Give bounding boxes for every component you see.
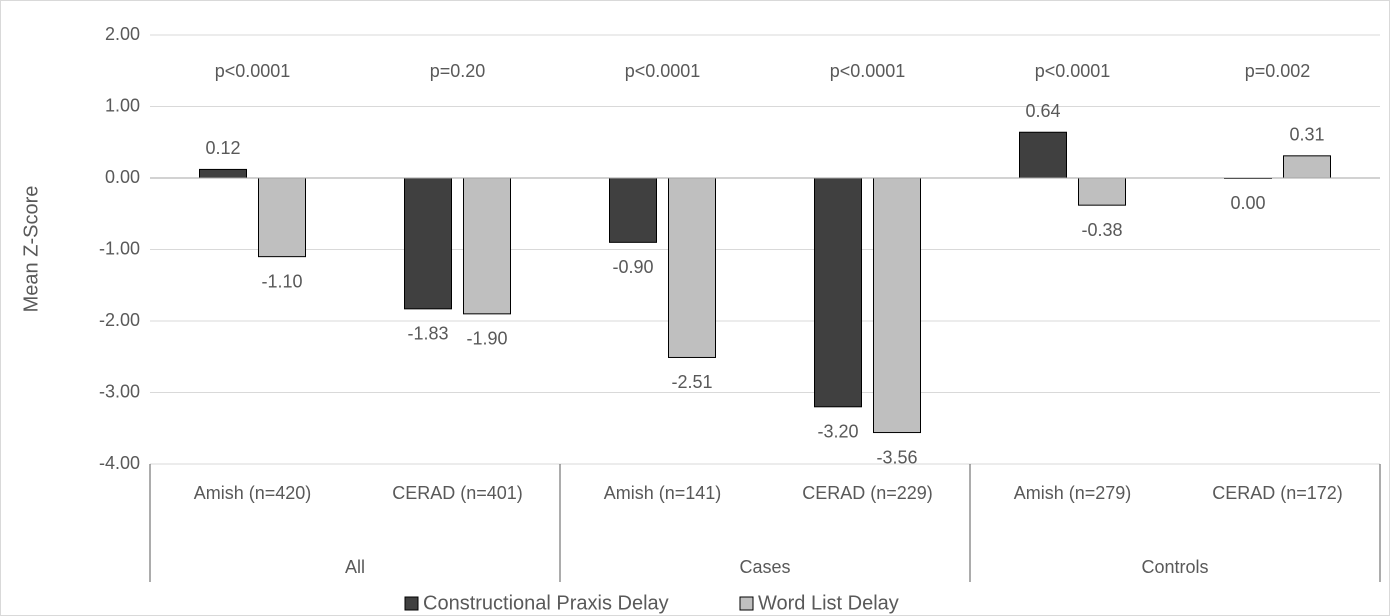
y-tick-label: 1.00 <box>105 95 140 115</box>
data-label: 0.31 <box>1289 125 1324 145</box>
y-tick-label: 0.00 <box>105 167 140 187</box>
bar <box>609 177 657 243</box>
group-label: All <box>345 557 365 577</box>
x-tick-label: Amish (n=420) <box>194 483 312 503</box>
bar <box>668 177 716 358</box>
data-label: 0.12 <box>205 138 240 158</box>
data-label: 0.00 <box>1230 193 1265 213</box>
annotation: p<0.0001 <box>625 61 701 81</box>
annotation: p<0.0001 <box>830 61 906 81</box>
data-label: -3.56 <box>876 447 917 467</box>
group-label: Controls <box>1141 557 1208 577</box>
legend-label: Constructional Praxis Delay <box>423 592 669 614</box>
data-label: -1.83 <box>407 324 448 344</box>
legend-swatch <box>404 596 419 611</box>
data-label: -1.90 <box>466 329 507 349</box>
annotation: p<0.0001 <box>215 61 291 81</box>
bar <box>404 177 452 310</box>
y-tick-label: -2.00 <box>99 310 140 330</box>
group-label: Cases <box>739 557 790 577</box>
data-label: -0.90 <box>612 257 653 277</box>
annotation: p<0.0001 <box>1035 61 1111 81</box>
bar <box>463 177 511 315</box>
data-label: 0.64 <box>1025 101 1060 121</box>
bar <box>199 168 247 179</box>
y-axis-title: Mean Z-Score <box>20 186 42 313</box>
bar <box>1283 155 1331 179</box>
bar <box>258 177 306 258</box>
y-tick-label: 2.00 <box>105 24 140 44</box>
legend-label: Word List Delay <box>758 592 899 614</box>
bar <box>873 177 921 434</box>
data-label: -3.20 <box>817 422 858 442</box>
y-tick-label: -1.00 <box>99 238 140 258</box>
x-tick-label: Amish (n=279) <box>1014 483 1132 503</box>
y-tick-label: -3.00 <box>99 381 140 401</box>
legend-swatch <box>739 596 754 611</box>
y-tick-label: -4.00 <box>99 453 140 473</box>
data-label: -0.38 <box>1081 220 1122 240</box>
data-label: -2.51 <box>671 372 712 392</box>
x-tick-label: CERAD (n=229) <box>802 483 933 503</box>
x-tick-label: CERAD (n=172) <box>1212 483 1343 503</box>
annotation: p=0.20 <box>430 61 486 81</box>
data-label: -1.10 <box>261 271 302 291</box>
bar <box>1078 177 1126 206</box>
annotation: p=0.002 <box>1245 61 1311 81</box>
x-tick-label: CERAD (n=401) <box>392 483 523 503</box>
bar <box>1019 131 1067 179</box>
x-tick-label: Amish (n=141) <box>604 483 722 503</box>
bar <box>814 177 862 408</box>
